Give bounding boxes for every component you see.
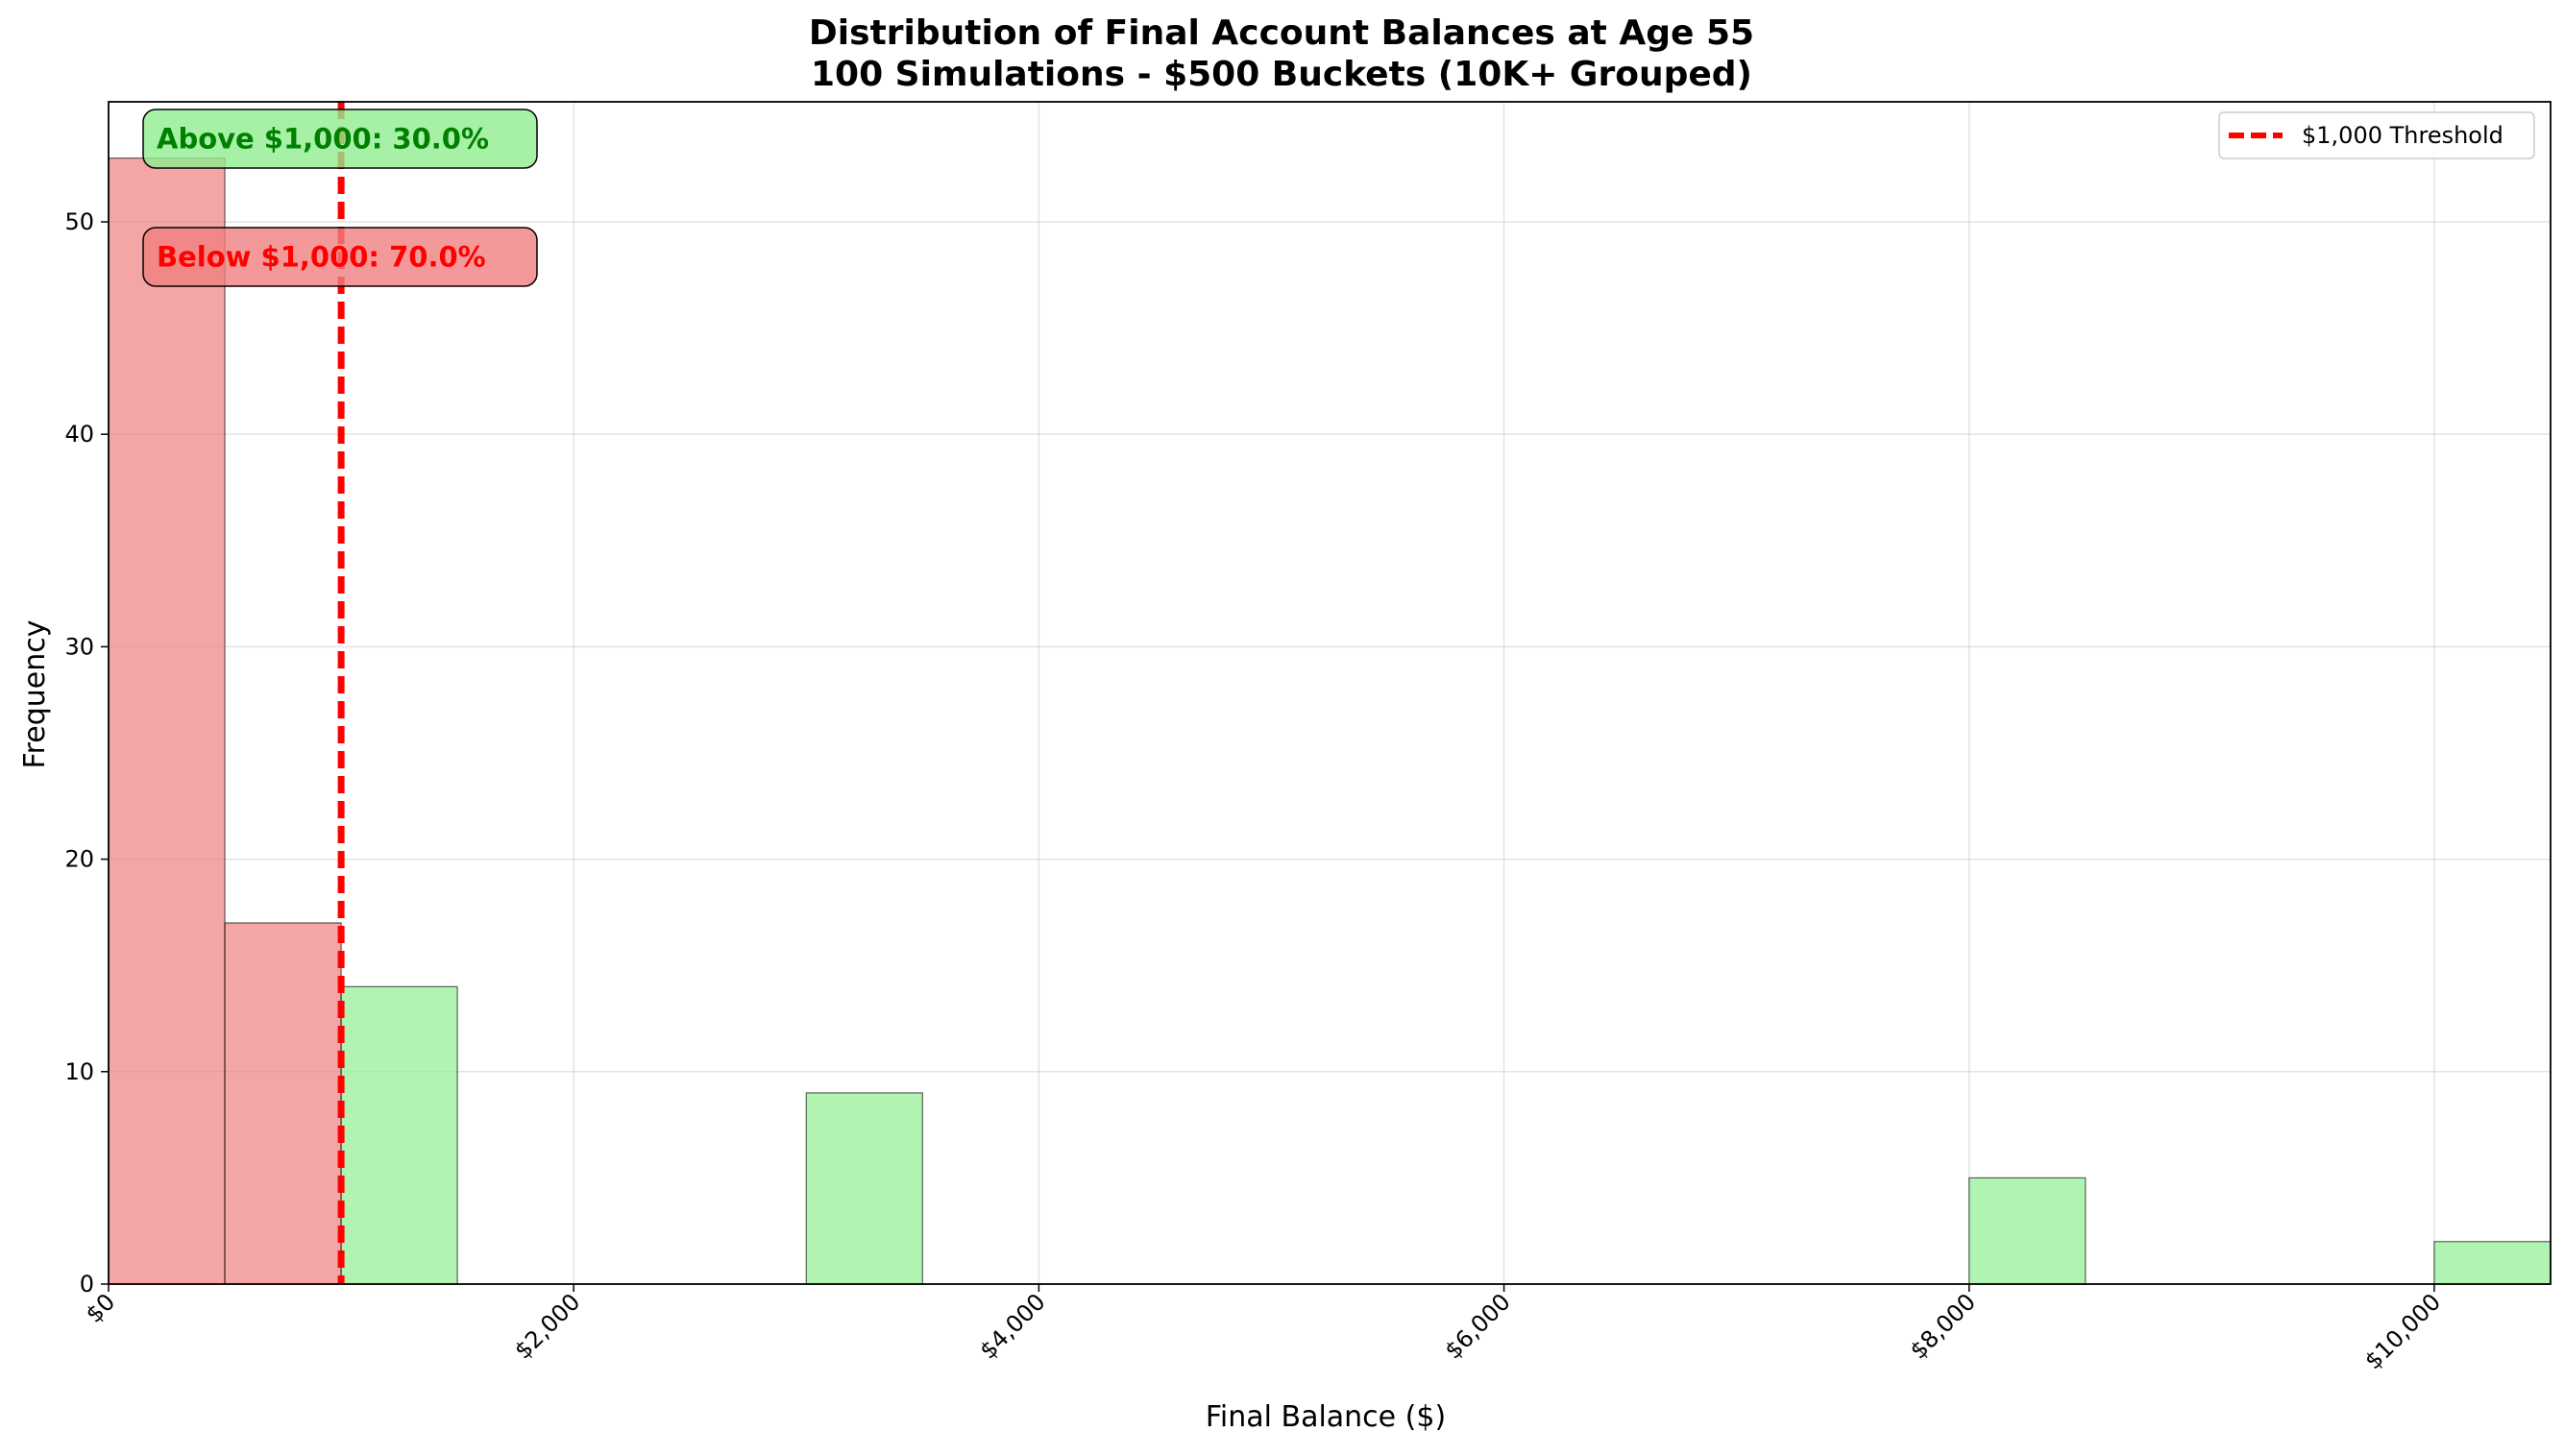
histogram-bar [340, 985, 458, 1285]
above-percentage-annotation: Above $1,000: 30.0% [157, 123, 489, 156]
legend-threshold-label: $1,000 Threshold [2302, 122, 2503, 149]
axes-frame [108, 101, 2552, 1285]
plot-frame [108, 101, 2552, 1285]
y-tick-label: 30 [64, 633, 94, 660]
histogram-bar [224, 922, 342, 1285]
chart-title-line1: Distribution of Final Account Balances a… [809, 13, 1754, 53]
below-percentage-annotation-box [142, 227, 538, 287]
histogram-bar [805, 1092, 923, 1285]
legend-box [2218, 111, 2535, 159]
above-percentage-annotation-box [142, 109, 538, 169]
y-tick-label: 10 [64, 1058, 94, 1085]
y-tick-label: 40 [64, 421, 94, 448]
x-axis-label: Final Balance ($) [1206, 1400, 1446, 1434]
histogram-bar [2433, 1241, 2552, 1285]
legend: $1,000 Threshold [2218, 111, 2535, 159]
histogram-bar [108, 158, 226, 1285]
y-tick-label: 0 [80, 1271, 94, 1298]
histogram-bar [1968, 1177, 2087, 1285]
chart-title-line2: 100 Simulations - $500 Buckets (10K+ Gro… [811, 55, 1752, 94]
annotations-layer: Above $1,000: 30.0% Below $1,000: 70.0% [142, 109, 538, 287]
y-tick-label: 20 [64, 846, 94, 873]
below-percentage-annotation: Below $1,000: 70.0% [157, 241, 486, 274]
y-tick-label: 50 [64, 208, 94, 235]
y-axis-label: Frequency [18, 620, 52, 769]
